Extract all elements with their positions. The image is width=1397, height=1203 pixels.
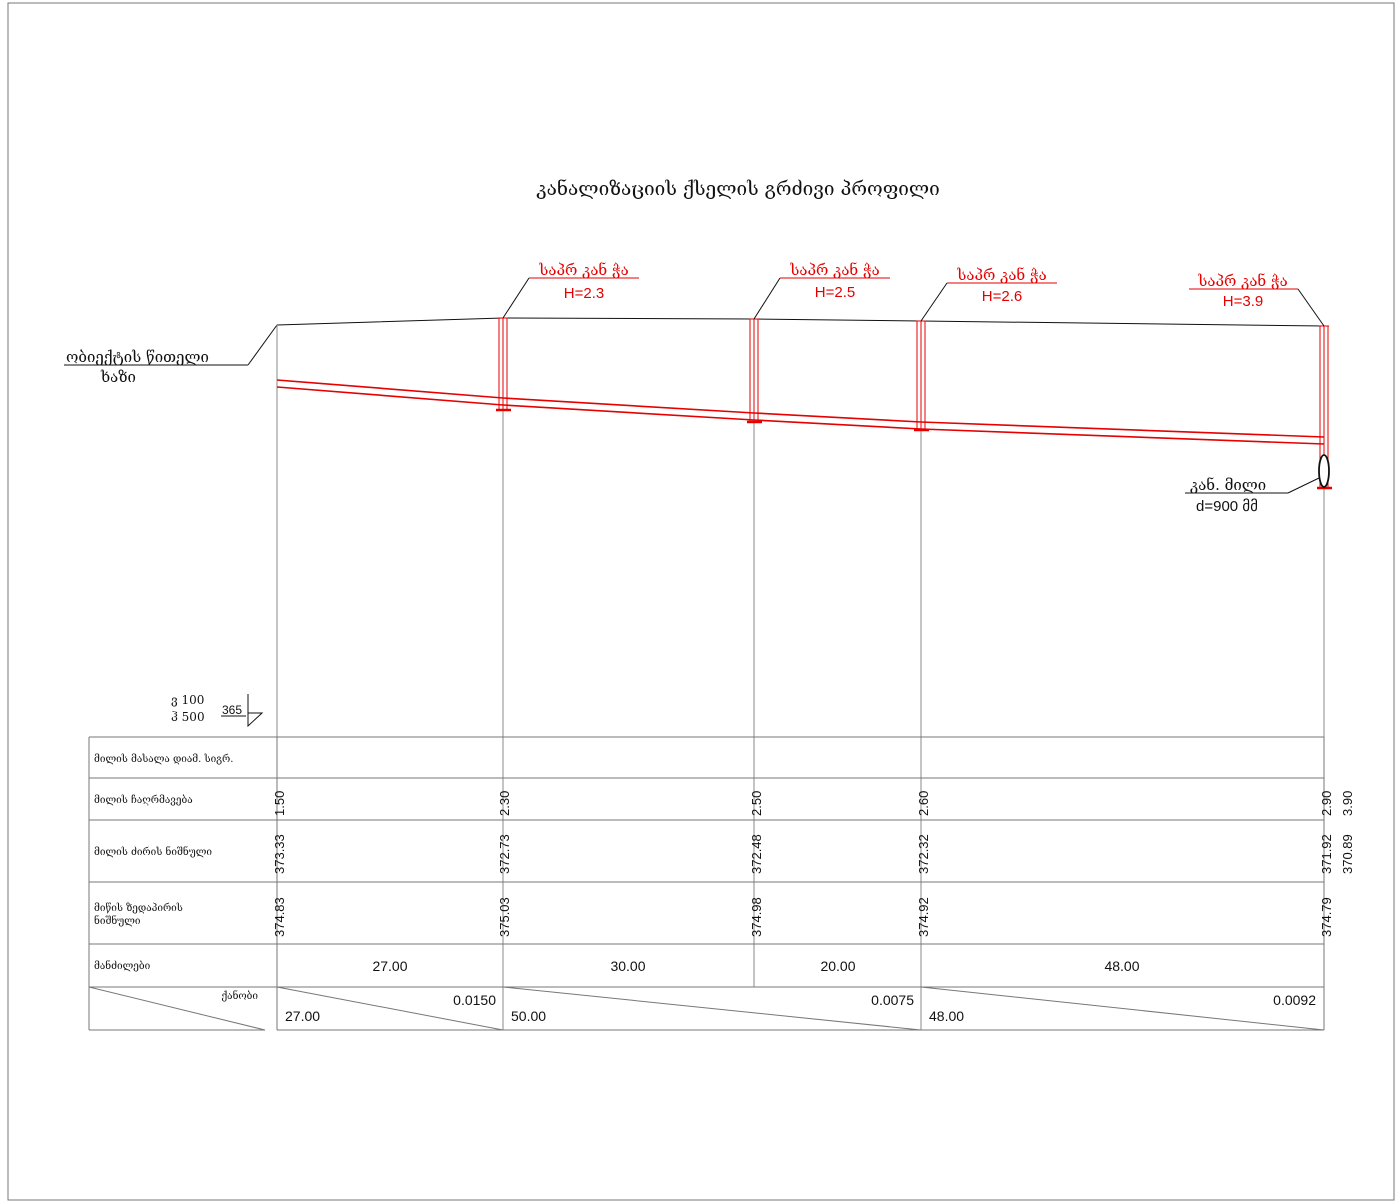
- ground-surface-line: [276, 317, 1325, 327]
- vertical-scale: ვ 100: [171, 693, 204, 707]
- ground-value: 374.83: [272, 897, 287, 937]
- distance-values: 27.00 30.00 20.00 48.00: [372, 958, 1139, 974]
- pipe-top-line: [276, 379, 1325, 438]
- manhole-label: საპრ კან ჭა: [956, 266, 1046, 284]
- slope-value: 0.0150: [453, 992, 496, 1008]
- drawing-title: კანალიზაციის ქსელის გრძივი პროფილი: [536, 178, 939, 200]
- sewer-pipe: [276, 379, 1325, 445]
- sheet-border: [7, 2, 1395, 1201]
- invert-value: 372.32: [916, 834, 931, 874]
- distance-value: 20.00: [820, 958, 855, 974]
- station-lines: [276, 318, 1325, 1030]
- ground-value: 374.79: [1319, 897, 1334, 937]
- manhole-label: საპრ კან ჭა: [538, 261, 628, 279]
- manhole-shaft-3: [914, 320, 929, 432]
- invert-values: 373.33 372.73 372.48 372.32 371.92 370.8…: [272, 834, 1355, 874]
- manhole-depth: H=2.5: [815, 284, 855, 301]
- existing-pipe-section: [1318, 454, 1330, 488]
- slope-values: 0.0150 27.00 0.0075 50.00 0.0092 48.00: [285, 992, 1316, 1024]
- slope-length: 27.00: [285, 1008, 320, 1024]
- depth-value: 2.50: [749, 791, 764, 816]
- datum-marker: [247, 694, 264, 728]
- depth-value: 1.50: [272, 791, 287, 816]
- invert-value: 373.33: [272, 834, 287, 874]
- row-label-ground-2: ნიშნული: [94, 915, 141, 927]
- manhole-callout-4: საპრ კან ჭა H=3.9: [1189, 272, 1325, 327]
- ground-value: 374.98: [749, 897, 764, 937]
- invert-value: 372.48: [749, 834, 764, 874]
- manhole-shaft-2: [747, 318, 762, 424]
- depth-value: 3.90: [1340, 791, 1355, 816]
- table-row-labels: მილის მასალა დიამ. სიგრ. მილის ჩაღრმავებ…: [94, 754, 258, 1002]
- depth-values: 1.50 2.30 2.50 2.60 2.90 3.90: [272, 791, 1355, 816]
- existing-pipe-callout: კან. მილი d=900 მმ: [1185, 454, 1330, 515]
- slope-length: 50.00: [511, 1008, 546, 1024]
- ground-line-leader: [247, 324, 278, 366]
- row-label-invert: მილის ძირის ნიშნული: [94, 846, 212, 858]
- ground-line-label-1: ობიექტის წითელი: [66, 348, 209, 366]
- row-label-distance: მანძილები: [94, 960, 151, 972]
- manhole-label: საპრ კან ჭა: [789, 261, 879, 279]
- invert-value: 370.89: [1340, 834, 1355, 874]
- distance-value: 30.00: [610, 958, 645, 974]
- distance-value: 48.00: [1104, 958, 1139, 974]
- row-label-slope: ქანობი: [221, 990, 258, 1002]
- manhole-depth: H=2.3: [564, 285, 604, 302]
- slope-length: 48.00: [929, 1008, 964, 1024]
- ground-value: 375.03: [497, 897, 512, 937]
- existing-pipe-diameter: d=900 მმ: [1196, 498, 1258, 515]
- manhole-shafts: [496, 317, 1332, 490]
- horizontal-scale: ჰ 500: [171, 710, 205, 724]
- depth-value: 2.30: [497, 791, 512, 816]
- manhole-depth: H=3.9: [1223, 293, 1263, 310]
- row-label-ground-1: მიწის ზედაპირის: [94, 903, 183, 914]
- depth-value: 2.90: [1319, 791, 1334, 816]
- manhole-leader: [920, 282, 948, 322]
- existing-pipe-leader: [1287, 477, 1320, 494]
- slope-value: 0.0075: [871, 992, 914, 1008]
- manhole-callout-2: საპრ კან ჭა H=2.5: [753, 261, 890, 320]
- row-label-material: მილის მასალა დიამ. სიგრ.: [94, 754, 233, 765]
- manhole-leader: [502, 277, 530, 319]
- invert-value: 372.73: [497, 834, 512, 874]
- profile-table: [88, 736, 1325, 1031]
- manhole-label: საპრ კან ჭა: [1197, 272, 1287, 290]
- manhole-callout-3: საპრ კან ჭა H=2.6: [920, 266, 1057, 322]
- ground-line-label-2: ხაზი: [100, 368, 136, 386]
- datum-level: 365: [222, 703, 242, 717]
- distance-value: 27.00: [372, 958, 407, 974]
- depth-value: 2.60: [916, 791, 931, 816]
- manhole-callout-1: საპრ კან ჭა H=2.3: [502, 261, 639, 319]
- slope-value: 0.0092: [1273, 992, 1316, 1008]
- manhole-leader: [753, 277, 781, 320]
- ground-line-callout: ობიექტის წითელი ხაზი: [64, 324, 278, 386]
- existing-pipe-label: კან. მილი: [1190, 476, 1266, 494]
- ground-values: 374.83 375.03 374.98 374.92 374.79: [272, 897, 1334, 937]
- scale-block: ვ 100 ჰ 500 365: [171, 693, 264, 728]
- ground-value: 374.92: [916, 897, 931, 937]
- manhole-depth: H=2.6: [982, 288, 1022, 305]
- invert-value: 371.92: [1319, 834, 1334, 874]
- row-label-depth: მილის ჩაღრმავება: [94, 795, 193, 806]
- manhole-leader: [1297, 288, 1325, 327]
- manhole-shaft-1: [496, 317, 511, 412]
